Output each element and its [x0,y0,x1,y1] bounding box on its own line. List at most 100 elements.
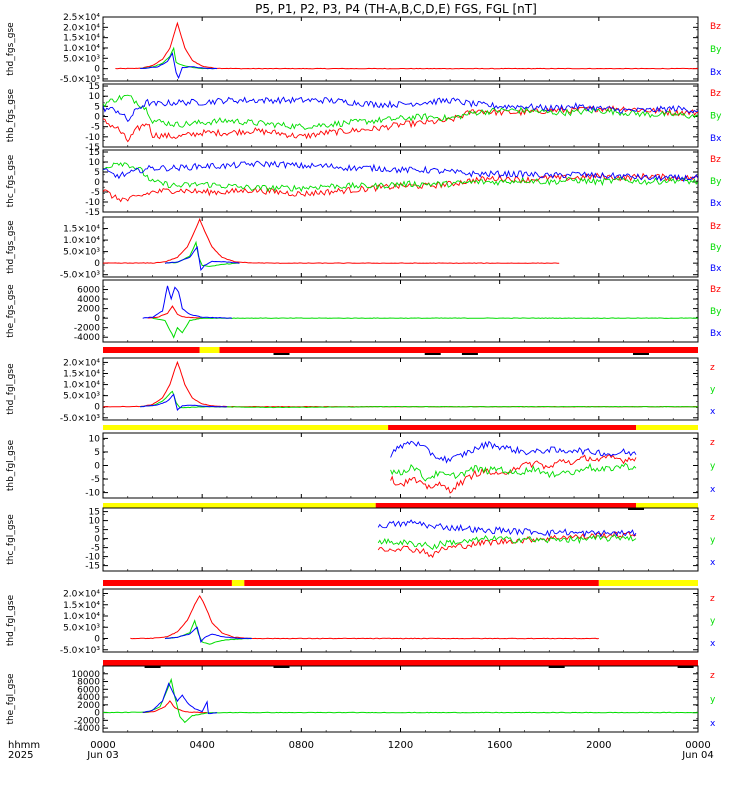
series-line-y [103,162,698,193]
legend-label-y: y [710,695,716,705]
panel-frame [102,216,699,278]
legend-label-x: Bx [710,199,722,209]
panel-y-label: thd_fgl_gse [6,594,16,646]
status-bar-segment-yellow [103,503,376,508]
legend-label-z: z [710,438,715,448]
y-tick-label: 15 [89,508,100,518]
legend-label-z: z [710,594,715,604]
y-tick-label: 0 [94,635,100,645]
x-corner-label-top: hhmm [8,740,40,751]
series-line-z [103,172,698,203]
legend-label-z: Bz [710,89,721,99]
y-tick-label: 2.0×10⁴ [63,590,100,600]
y-tick-label: -2000 [74,716,100,726]
panel-y-label: thd_fgs_gse [6,22,16,76]
series-line-y [390,462,637,482]
series-line-z [147,305,203,319]
y-tick-label: 0 [94,259,100,269]
legend-label-x: Bx [710,264,722,274]
panel-y-label: thd_fgs_gse [6,220,16,274]
status-bar-segment-yellow [103,425,389,430]
panel-frame [102,507,699,572]
y-tick-label: 0 [94,178,100,188]
x-date-label: Jun 03 [86,750,119,761]
series-line-x [140,51,218,80]
y-tick-label: 5 [94,168,100,178]
y-tick-label: 2.0×10⁴ [63,358,100,368]
y-tick-label: 1.5×10⁴ [63,370,100,380]
status-bar-segment-red [375,503,637,508]
y-tick-label: 2.5×10⁴ [63,13,100,23]
x-tick-label: 1200 [388,740,413,751]
legend-label-z: z [710,513,715,523]
y-tick-label: 1.0×10⁴ [63,44,100,54]
y-tick-label: 1.5×10⁴ [63,225,100,235]
panel-frame [102,432,699,499]
status-bar-mark [632,353,649,355]
y-tick-label: -5 [91,544,100,554]
y-tick-label: 1.5×10⁴ [63,34,100,44]
status-bar-segment-yellow [199,347,220,353]
y-tick-label: 8000 [77,678,100,688]
panel-y-label: the_fgs_gse [6,284,16,338]
series-line-x [142,682,218,715]
legend-label-y: By [710,45,722,55]
y-tick-label: 1.0×10⁴ [63,612,100,622]
legend-label-y: y [710,462,716,472]
panel-y-label: thc_fgs_gse [6,154,16,207]
legend-label-y: y [710,617,716,627]
y-tick-label: 1.5×10⁴ [63,601,100,611]
legend-label-x: Bx [710,68,722,78]
y-tick-label: -5 [91,123,100,133]
panel-y-label: thb_fgl_gse [6,439,16,491]
x-tick-label: 0800 [289,740,314,751]
y-tick-label: 6000 [77,286,100,296]
series-line-y [377,534,637,551]
legend-label-z: Bz [710,285,721,295]
legend-label-y: By [710,177,722,187]
panel-frame [102,357,699,421]
status-bar-segment-red [219,347,699,353]
y-tick-label: 5 [94,526,100,536]
y-tick-label: 1.0×10⁴ [63,381,100,391]
legend-label-z: Bz [710,22,721,32]
x-tick-label: 0400 [189,740,214,751]
panel-y-label: thb_fgs_gse [6,88,16,142]
legend-label-x: x [710,558,716,568]
y-tick-label: -15 [85,143,100,153]
panel-thd_fgs_gse-0: 2.5×10⁴2.0×10⁴1.5×10⁴1.0×10⁴5.0×10³0-5.0… [6,13,722,85]
y-tick-label: 0 [94,462,100,472]
legend-label-x: Bx [710,134,722,144]
panel-frame [102,16,699,82]
y-tick-label: -5.0×10³ [60,271,101,281]
y-tick-label: 5.0×10³ [63,54,100,64]
y-tick-label: 10 [89,517,101,527]
panel-frame [102,149,699,213]
status-bar-segment-red [103,580,232,586]
series-line-z [142,700,208,714]
y-tick-label: 4000 [77,295,100,305]
series-line-z [390,454,637,494]
panel-frame [102,665,699,733]
y-tick-label: 0 [94,403,100,413]
status-bar-mark [628,508,645,510]
y-tick-label: -4000 [74,333,100,343]
y-tick-label: 0 [94,314,100,324]
y-tick-label: -15 [85,208,100,218]
y-tick-label: 15 [89,148,100,158]
x-tick-label: 1600 [487,740,512,751]
series-line-z [103,360,698,408]
series-line-y [152,317,698,339]
x-tick-label: 2000 [586,740,611,751]
legend-label-x: Bx [710,329,722,339]
y-tick-label: -10 [85,198,100,208]
y-tick-label: -5.0×10³ [60,646,101,656]
series-line-x [140,393,228,411]
